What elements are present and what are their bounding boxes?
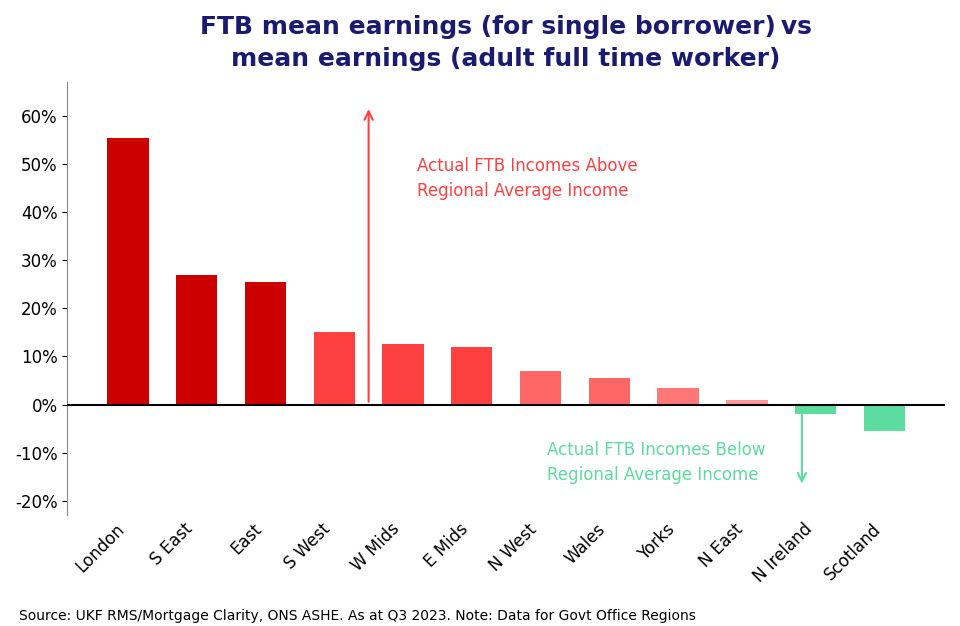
Bar bbox=[451, 347, 492, 404]
Bar bbox=[108, 138, 149, 404]
Text: Actual FTB Incomes Below
Regional Average Income: Actual FTB Incomes Below Regional Averag… bbox=[547, 441, 766, 484]
Bar bbox=[520, 371, 562, 404]
Text: Source: UKF RMS/Mortgage Clarity, ONS ASHE. As at Q3 2023. Note: Data for Govt O: Source: UKF RMS/Mortgage Clarity, ONS AS… bbox=[19, 609, 696, 623]
Title: FTB mean earnings (for single borrower) vs
mean earnings (adult full time worker: FTB mean earnings (for single borrower) … bbox=[201, 15, 812, 71]
Bar bbox=[727, 400, 768, 404]
Bar bbox=[176, 275, 217, 404]
Bar bbox=[795, 404, 836, 414]
Bar bbox=[864, 404, 905, 431]
Bar bbox=[382, 344, 423, 404]
Bar bbox=[658, 387, 699, 404]
Bar bbox=[588, 378, 630, 404]
Text: Actual FTB Incomes Above
Regional Average Income: Actual FTB Incomes Above Regional Averag… bbox=[417, 157, 637, 200]
Bar bbox=[245, 282, 286, 404]
Bar bbox=[314, 332, 355, 404]
